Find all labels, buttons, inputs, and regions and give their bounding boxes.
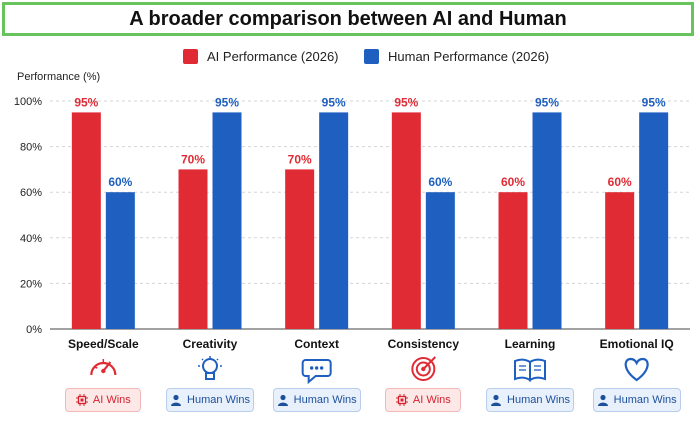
bar-value-label: 95% — [535, 95, 559, 109]
x-tick-label: Consistency — [388, 337, 460, 351]
ai-bar — [178, 169, 208, 329]
legend-label-human: Human Performance (2026) — [388, 49, 550, 64]
bar-value-label: 60% — [428, 175, 452, 189]
human-bar — [105, 192, 135, 329]
x-tick-label: Learning — [505, 337, 556, 351]
person-icon — [277, 394, 289, 406]
bar-value-label: 60% — [608, 175, 632, 189]
y-axis-label: Performance (%) — [17, 71, 100, 83]
bar-value-label: 95% — [322, 95, 346, 109]
badge-label: AI Wins — [92, 394, 131, 406]
legend: AI Performance (2026) Human Performance … — [0, 49, 700, 69]
y-tick-label: 80% — [20, 142, 42, 154]
heart-icon — [624, 357, 649, 382]
badge-label: Human Wins — [293, 394, 357, 406]
human-wins-badge: Human Wins — [486, 388, 574, 412]
person-icon — [597, 394, 609, 406]
human-wins-badge: Human Wins — [166, 388, 254, 412]
speedometer-icon — [90, 359, 117, 376]
x-tick-label: Creativity — [183, 337, 238, 351]
x-tick-label: Speed/Scale — [68, 337, 139, 351]
badge-label: Human Wins — [187, 394, 250, 406]
legend-swatch-human — [364, 49, 379, 64]
ai-bar — [605, 192, 635, 329]
speech-bubble-icon — [301, 359, 332, 385]
human-wins-badge: Human Wins — [272, 388, 361, 412]
legend-item-ai: AI Performance (2026) — [183, 49, 339, 64]
ai-bar — [498, 192, 528, 329]
person-icon — [170, 394, 182, 406]
ai-bar — [391, 112, 421, 330]
ai-wins-badge: AI Wins — [385, 388, 462, 412]
chip-icon — [395, 394, 408, 406]
chip-icon — [75, 394, 88, 406]
lightbulb-icon — [198, 356, 222, 380]
legend-item-human: Human Performance (2026) — [364, 49, 549, 64]
badge-label: AI Wins — [412, 394, 451, 406]
human-bar — [532, 112, 562, 330]
bar-value-label: 60% — [501, 175, 525, 189]
human-bar — [319, 112, 349, 330]
human-bar — [212, 112, 242, 330]
bar-value-label: 95% — [642, 95, 666, 109]
ai-bar — [285, 169, 315, 329]
bar-value-label: 95% — [74, 95, 98, 109]
legend-swatch-ai — [183, 49, 198, 64]
human-bar — [425, 192, 455, 329]
y-tick-label: 0% — [26, 324, 42, 336]
x-tick-label: Context — [294, 337, 339, 351]
target-icon — [411, 356, 437, 381]
bar-value-label: 70% — [288, 152, 312, 166]
bar-value-label: 60% — [108, 175, 132, 189]
badge-label: Human Wins — [613, 394, 677, 406]
person-icon — [490, 394, 502, 406]
human-bar — [639, 112, 669, 330]
bar-value-label: 95% — [394, 95, 418, 109]
y-tick-label: 20% — [20, 278, 42, 290]
legend-label-ai: AI Performance (2026) — [207, 49, 339, 64]
human-wins-badge: Human Wins — [592, 388, 681, 412]
y-tick-label: 100% — [14, 96, 42, 108]
badge-label: Human Wins — [507, 394, 570, 406]
ai-wins-badge: AI Wins — [65, 388, 142, 412]
y-tick-label: 60% — [20, 187, 42, 199]
x-tick-label: Emotional IQ — [600, 337, 674, 351]
bar-value-label: 70% — [181, 152, 205, 166]
open-book-icon — [514, 358, 546, 382]
bar-value-label: 95% — [215, 95, 239, 109]
chart-title: A broader comparison between AI and Huma… — [2, 2, 694, 36]
y-tick-label: 40% — [20, 233, 42, 245]
ai-bar — [71, 112, 101, 330]
